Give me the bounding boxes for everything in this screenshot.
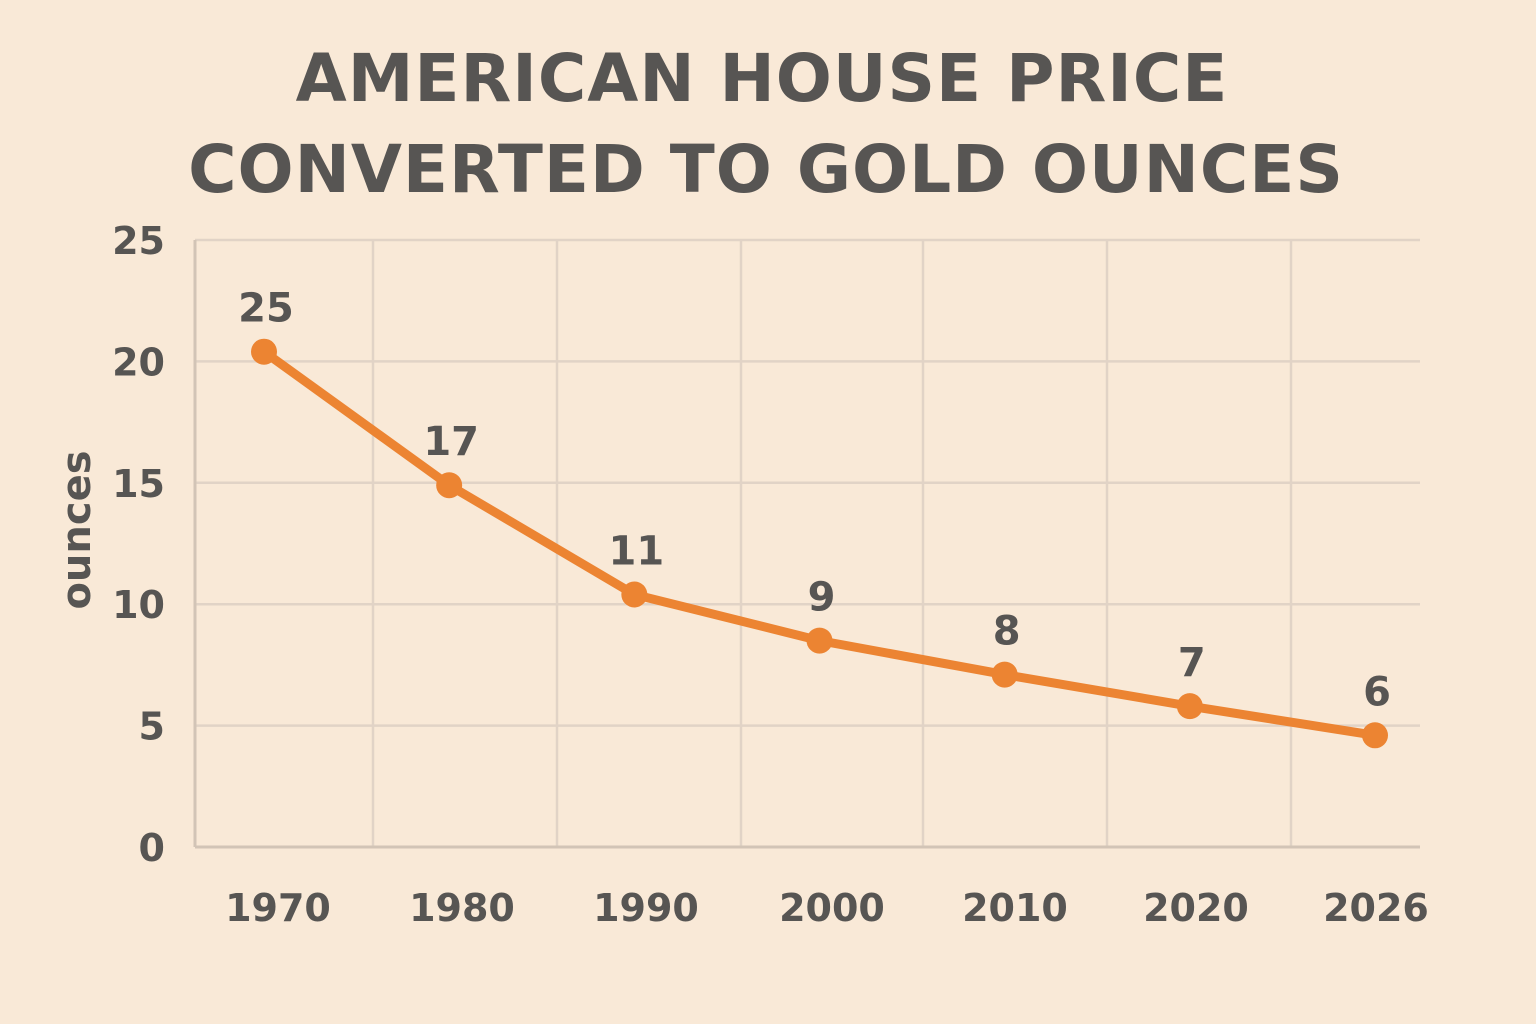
data-point [1362,722,1388,749]
y-tick-label: 20 [112,340,165,384]
chart-title-line-1: AMERICAN HOUSE PRICE [296,40,1229,117]
data-label: 17 [423,419,479,465]
y-tick-label: 15 [112,462,165,506]
data-point [251,338,277,365]
data-point [1176,693,1203,720]
series-group [251,338,1388,749]
data-point [991,661,1018,688]
data-point [436,472,463,499]
data-label: 6 [1363,669,1391,715]
grid-lines [195,238,1420,847]
x-tick-label: 2020 [1143,886,1249,930]
x-tick-label: 1990 [593,886,699,930]
x-tick-label: 1970 [225,886,331,930]
data-label: 25 [238,286,294,332]
y-tick-label: 0 [139,826,165,870]
data-point [621,581,648,608]
y-tick-label: 25 [112,219,165,263]
x-tick-label: 1980 [409,886,515,930]
x-tick-label: 2010 [962,886,1068,930]
data-point [806,627,833,654]
x-axis-ticks: 1970 1980 1990 2000 2010 2020 2026 [225,886,1429,930]
x-tick-label: 2026 [1323,886,1429,930]
chart-title-line-2: CONVERTED TO GOLD OUNCES [188,131,1344,208]
axes [193,240,1420,849]
data-label: 8 [993,609,1021,655]
y-tick-label: 10 [112,583,165,627]
data-label: 9 [808,575,836,621]
x-tick-label: 2000 [779,886,885,930]
data-labels: 25 17 11 9 8 7 6 [238,286,1391,716]
data-label: 11 [608,528,664,574]
y-tick-label: 5 [139,705,165,749]
y-axis-title: ounces [54,450,100,609]
y-axis-ticks: 0 5 10 15 20 25 [112,219,165,870]
data-label: 7 [1178,640,1206,686]
